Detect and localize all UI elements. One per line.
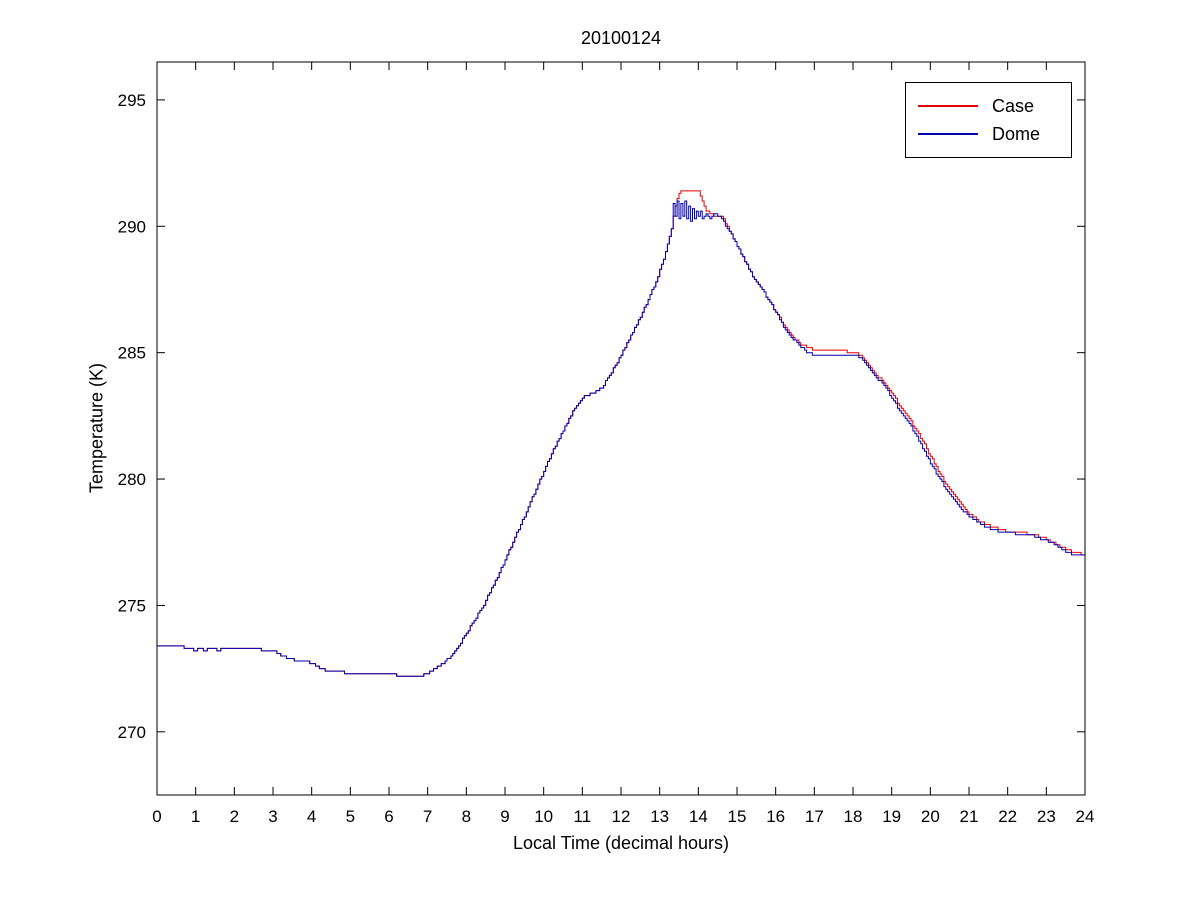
x-tick-label: 9 bbox=[500, 807, 509, 826]
x-tick-label: 5 bbox=[346, 807, 355, 826]
x-tick-label: 18 bbox=[844, 807, 863, 826]
x-tick-label: 22 bbox=[998, 807, 1017, 826]
x-tick-label: 24 bbox=[1076, 807, 1095, 826]
x-tick-label: 16 bbox=[766, 807, 785, 826]
x-tick-label: 1 bbox=[191, 807, 200, 826]
chart-title: 20100124 bbox=[580, 28, 662, 48]
x-tick-label: 6 bbox=[384, 807, 393, 826]
case-line bbox=[157, 190, 1085, 677]
x-tick-label: 15 bbox=[728, 807, 747, 826]
x-tick-label: 14 bbox=[689, 807, 708, 826]
axes-box bbox=[156, 61, 1086, 796]
dome-line-sample bbox=[918, 133, 978, 135]
legend-entry-case: Case bbox=[906, 92, 1071, 120]
legend: Case Dome bbox=[905, 82, 1072, 158]
y-tick-label: 295 bbox=[118, 91, 146, 110]
x-tick-label: 4 bbox=[307, 807, 316, 826]
x-tick-label: 10 bbox=[534, 807, 553, 826]
x-tick-label: 7 bbox=[423, 807, 432, 826]
y-tick-label: 285 bbox=[118, 344, 146, 363]
y-tick-label: 280 bbox=[118, 470, 146, 489]
y-tick-label: 290 bbox=[118, 217, 146, 236]
x-tick-label: 11 bbox=[574, 807, 592, 826]
x-axis-label: Local Time (decimal hours) bbox=[512, 833, 730, 853]
legend-label-case: Case bbox=[992, 96, 1035, 116]
x-tick-label: 0 bbox=[152, 807, 161, 826]
x-tick-label: 23 bbox=[1037, 807, 1056, 826]
x-tick-label: 2 bbox=[230, 807, 239, 826]
x-tick-label: 21 bbox=[960, 807, 979, 826]
y-tick-label: 270 bbox=[118, 723, 146, 742]
x-tick-label: 8 bbox=[462, 807, 471, 826]
legend-entry-dome: Dome bbox=[906, 120, 1071, 148]
case-line-sample bbox=[918, 105, 978, 107]
x-tick-label: 12 bbox=[612, 807, 631, 826]
x-tick-label: 3 bbox=[268, 807, 277, 826]
x-tick-label: 19 bbox=[882, 807, 901, 826]
y-tick-label: 275 bbox=[118, 596, 146, 615]
dome-line bbox=[157, 200, 1085, 677]
legend-label-dome: Dome bbox=[992, 124, 1041, 144]
x-tick-label: 13 bbox=[650, 807, 669, 826]
x-tick-label: 17 bbox=[805, 807, 824, 826]
y-axis-label: Temperature (K) bbox=[86, 362, 107, 494]
x-tick-label: 20 bbox=[921, 807, 940, 826]
